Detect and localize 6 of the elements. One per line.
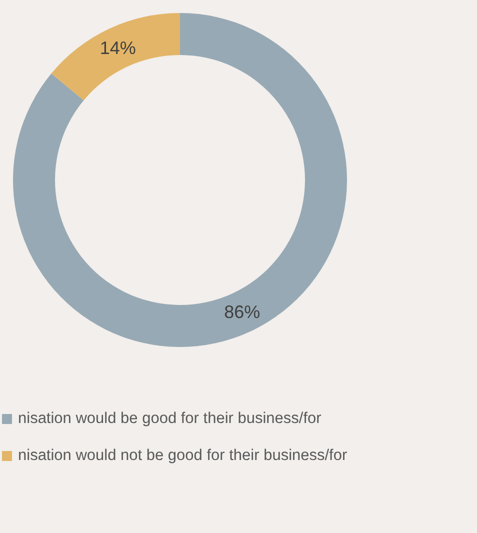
data-label: 86% (224, 302, 260, 322)
legend-label: nisation would not be good for their business/for (18, 446, 348, 466)
donut-slice (51, 13, 180, 100)
legend-label: nisation would be good for their business/for (18, 409, 322, 429)
donut-slice (13, 13, 347, 347)
data-label: 14% (100, 38, 136, 58)
